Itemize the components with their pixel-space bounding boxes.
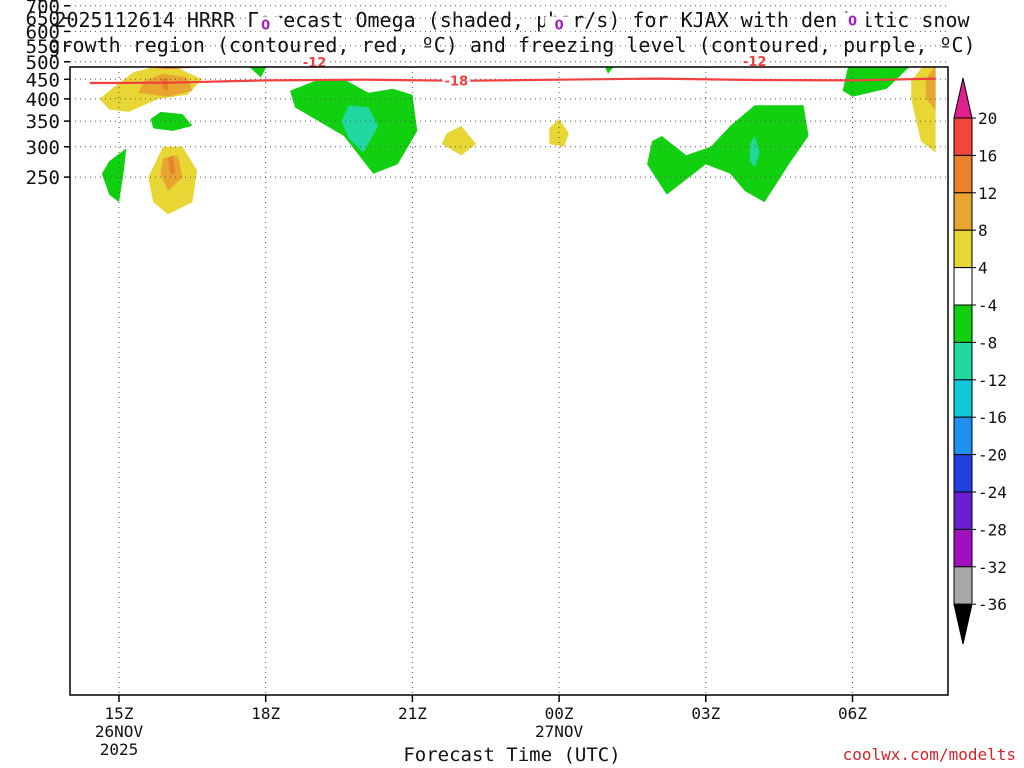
y-tick-label: 400 bbox=[26, 89, 60, 111]
omega-region-31 bbox=[921, 0, 936, 13]
colorbar-bin bbox=[953, 491, 973, 530]
isotherm-label-bg bbox=[838, 12, 867, 28]
credit-link[interactable]: coolwx.com/modelts bbox=[842, 745, 1016, 764]
colorbar-label: -32 bbox=[978, 558, 1007, 577]
y-tick-label: 550 bbox=[26, 36, 60, 58]
chart-title-line-2: growth region (contoured, red, ºC) and f… bbox=[48, 33, 976, 57]
omega-region-15 bbox=[249, 67, 267, 78]
x-tick-label: 18Z bbox=[251, 704, 280, 723]
x-tick-sublabel: 27NOV bbox=[535, 722, 584, 741]
colorbar-label: 12 bbox=[978, 184, 997, 203]
isotherm-label: 0 bbox=[848, 15, 857, 30]
colorbar-label: -16 bbox=[978, 408, 1007, 427]
omega-region-4 bbox=[150, 111, 193, 131]
omega-region-14 bbox=[749, 136, 760, 168]
colorbar-bottom-arrow bbox=[953, 603, 973, 645]
y-tick-label: 250 bbox=[26, 167, 60, 189]
isotherm-label: 0 bbox=[555, 18, 564, 33]
x-tick-label: 00Z bbox=[545, 704, 574, 723]
colorbar-label: 20 bbox=[978, 109, 997, 128]
isotherm-line-0 bbox=[90, 19, 936, 27]
omega-region-10 bbox=[441, 125, 476, 156]
chart-title-line-1: 2025112614 HRRR Forecast Omega (shaded, … bbox=[54, 8, 970, 32]
isotherm-line--18 bbox=[89, 77, 936, 85]
colorbar-label: -28 bbox=[978, 520, 1007, 539]
y-tick-label: 700 bbox=[26, 0, 60, 18]
colorbar-label: 8 bbox=[978, 221, 988, 240]
grid-lines bbox=[70, 5, 948, 695]
colorbar-bin bbox=[953, 267, 973, 306]
plot-frame bbox=[69, 66, 949, 696]
colorbar-bin bbox=[953, 117, 973, 156]
colorbar-bin bbox=[953, 192, 973, 231]
x-tick-sublabel: 26NOV bbox=[95, 722, 144, 741]
y-tick-label: 650 bbox=[26, 8, 60, 30]
isotherm-label-bg bbox=[442, 72, 471, 88]
omega-region-7 bbox=[160, 77, 168, 91]
omega-region-3 bbox=[167, 155, 176, 174]
colorbar-label: -24 bbox=[978, 483, 1007, 502]
isotherm-label: -12 bbox=[303, 56, 327, 71]
isotherm-label-bg bbox=[545, 16, 574, 32]
omega-region-30 bbox=[842, 67, 910, 97]
omega-region-13 bbox=[647, 105, 809, 203]
colorbar-bin bbox=[953, 528, 973, 568]
isotherm-label-bg bbox=[251, 16, 280, 32]
colorbar-bin bbox=[953, 454, 973, 493]
x-tick-label: 15Z bbox=[105, 704, 134, 723]
isotherm-label: -18 bbox=[445, 75, 469, 90]
y-tick-label: 750 bbox=[26, 0, 60, 6]
colorbar-label: -36 bbox=[978, 595, 1007, 614]
isotherm-label-bg bbox=[300, 53, 329, 69]
colorbar-label: -20 bbox=[978, 446, 1007, 465]
isotherm-labels: -18 -12 -12 0 0 0 bbox=[251, 12, 867, 90]
colorbar-bin bbox=[953, 341, 973, 381]
colorbar-label: 16 bbox=[978, 146, 997, 165]
y-tick-label: 350 bbox=[26, 111, 60, 133]
omega-region-29 bbox=[848, 0, 877, 14]
isotherm-label: -12 bbox=[743, 55, 767, 70]
omega-region-9 bbox=[341, 105, 379, 153]
isotherm-lines bbox=[89, 19, 936, 85]
colorbar-bin bbox=[953, 229, 973, 269]
x-tick-year: 2025 bbox=[100, 740, 139, 759]
omega-region-0 bbox=[101, 148, 127, 203]
colorbar-bin bbox=[953, 154, 973, 194]
x-tick-label: 03Z bbox=[691, 704, 720, 723]
isotherm-line--12 bbox=[138, 67, 226, 69]
y-tick-label: 500 bbox=[26, 52, 60, 74]
colorbar-label: 4 bbox=[978, 259, 988, 278]
colorbar-bin bbox=[953, 566, 973, 605]
colorbar-bin bbox=[953, 379, 973, 418]
colorbar-label: -8 bbox=[978, 333, 997, 352]
colorbar-top-arrow bbox=[953, 77, 973, 119]
isotherm-label: 0 bbox=[261, 18, 270, 33]
omega-region-12 bbox=[605, 67, 614, 74]
colorbar-label: -4 bbox=[978, 296, 997, 315]
colorbar-bin bbox=[953, 416, 973, 456]
colorbar-label: -12 bbox=[978, 371, 1007, 390]
y-axis: 2503003504004505005506006507007508008509… bbox=[26, 0, 70, 189]
y-tick-label: 300 bbox=[26, 137, 60, 159]
omega-region-17 bbox=[310, 1, 359, 8]
x-tick-label: 21Z bbox=[398, 704, 427, 723]
colorbar: 20 16 12 8 4 -4 -8 -12 -16 -20 -24 -28 -32 -36 bbox=[953, 77, 1007, 645]
omega-regions bbox=[99, 0, 936, 215]
colorbar-bin bbox=[953, 304, 973, 343]
isotherm-label-bg bbox=[740, 52, 769, 68]
y-tick-label: 600 bbox=[26, 21, 60, 43]
x-axis-title: Forecast Time (UTC) bbox=[403, 744, 621, 766]
x-tick-label: 06Z bbox=[838, 704, 867, 723]
y-tick-label: 450 bbox=[26, 69, 60, 91]
